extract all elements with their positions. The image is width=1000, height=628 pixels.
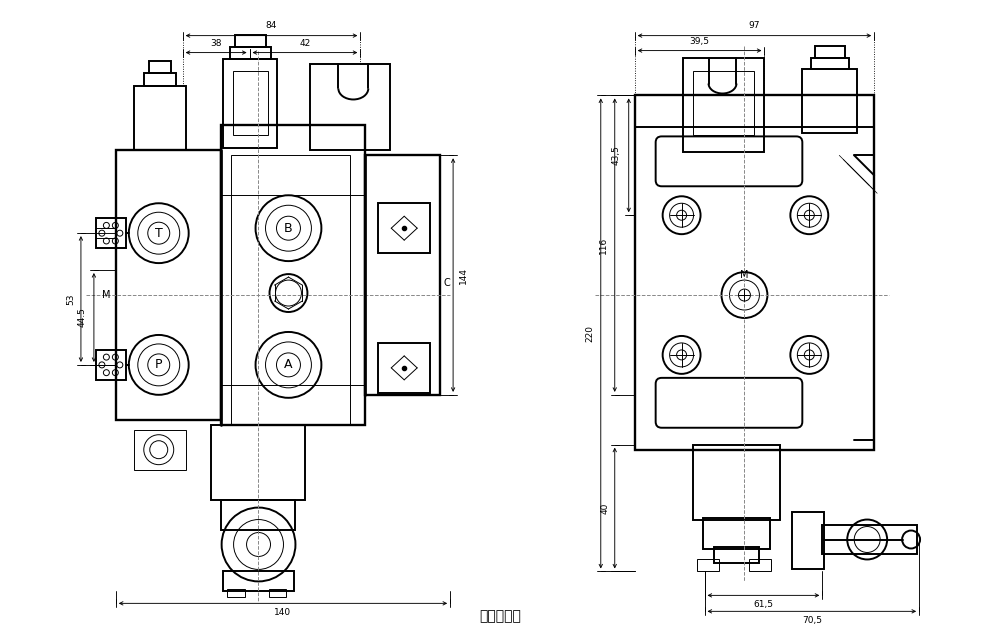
Bar — [230, 46, 271, 58]
Bar — [378, 203, 430, 253]
Text: P: P — [155, 359, 163, 371]
Bar — [211, 425, 305, 500]
Bar — [96, 350, 126, 380]
Bar — [233, 70, 268, 136]
Text: 61,5: 61,5 — [753, 600, 773, 609]
Text: 43,5: 43,5 — [611, 146, 620, 165]
Text: M: M — [102, 290, 110, 300]
Bar — [749, 560, 771, 571]
Bar — [269, 590, 286, 597]
Text: A: A — [284, 359, 293, 371]
Bar — [815, 46, 845, 58]
Bar — [144, 73, 176, 85]
Text: 39,5: 39,5 — [690, 37, 710, 46]
Bar — [683, 58, 764, 153]
Bar — [149, 60, 171, 73]
Bar — [378, 343, 430, 393]
Bar — [703, 517, 770, 550]
Text: B: B — [284, 222, 293, 235]
Bar — [134, 430, 186, 470]
Text: C: C — [444, 278, 450, 288]
Bar — [697, 560, 719, 571]
Text: 97: 97 — [749, 21, 760, 30]
Text: M: M — [740, 270, 749, 280]
Bar — [693, 445, 780, 519]
Bar — [227, 590, 245, 597]
Text: 42: 42 — [299, 39, 311, 48]
Text: 40: 40 — [600, 502, 609, 514]
Text: 70,5: 70,5 — [802, 616, 822, 625]
Text: 116: 116 — [599, 237, 608, 254]
Bar — [223, 571, 294, 592]
Text: 38: 38 — [210, 39, 222, 48]
Bar — [96, 218, 126, 248]
Bar — [802, 68, 857, 133]
Bar — [714, 548, 759, 563]
Bar — [231, 155, 350, 425]
Bar — [116, 150, 221, 420]
Bar — [792, 512, 824, 570]
Bar — [134, 85, 186, 150]
Bar — [221, 500, 295, 529]
Text: 140: 140 — [274, 608, 292, 617]
Bar — [310, 63, 390, 150]
Bar — [822, 524, 917, 555]
Bar — [811, 58, 849, 68]
Bar — [221, 126, 365, 425]
Text: 220: 220 — [585, 325, 594, 342]
Bar — [223, 58, 277, 148]
Bar — [693, 70, 754, 136]
Bar — [235, 35, 266, 46]
Text: 84: 84 — [266, 21, 277, 30]
Text: 液压原理图: 液压原理图 — [479, 609, 521, 624]
Text: 53: 53 — [66, 293, 75, 305]
Text: 44.5: 44.5 — [77, 308, 86, 327]
Bar — [365, 155, 440, 395]
Bar — [635, 95, 874, 450]
Text: T: T — [155, 227, 163, 240]
Text: 144: 144 — [459, 267, 468, 284]
